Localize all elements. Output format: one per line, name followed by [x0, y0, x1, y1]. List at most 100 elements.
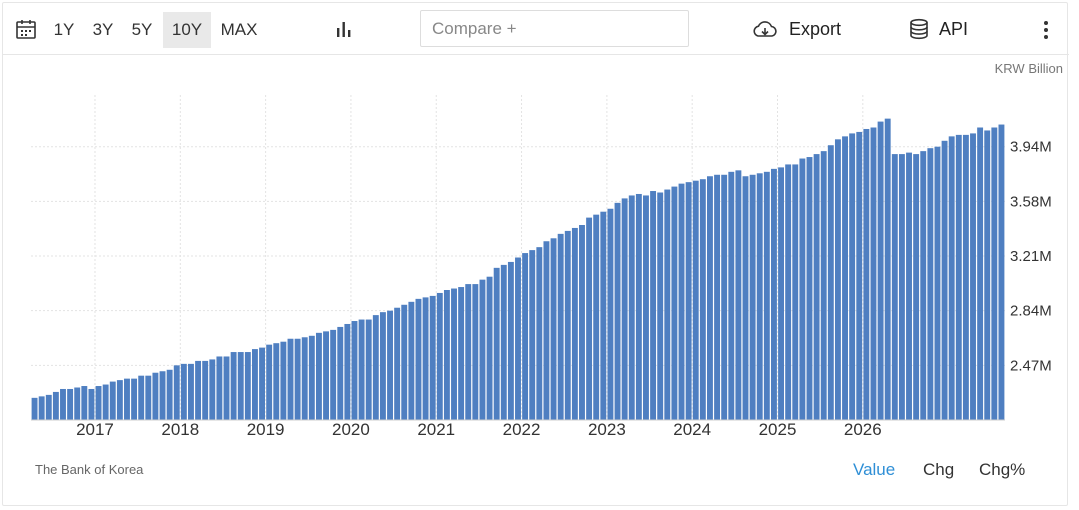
bar — [707, 176, 713, 420]
x-tick-label: 2024 — [673, 420, 711, 439]
bar — [799, 158, 806, 421]
x-tick-label: 2025 — [759, 420, 797, 439]
bar — [415, 298, 422, 420]
bar — [820, 151, 827, 421]
bar — [67, 388, 74, 420]
bar — [543, 241, 550, 420]
bar — [287, 338, 294, 420]
export-button[interactable]: Export — [789, 19, 842, 39]
bar — [884, 118, 891, 421]
y-tick-label: 3.94M — [1010, 139, 1052, 156]
compare-input[interactable]: Compare + — [420, 10, 689, 47]
unit-label: KRW Billion — [994, 61, 1063, 76]
bar — [102, 384, 109, 420]
bar — [195, 360, 202, 420]
cloud-download-icon[interactable] — [751, 19, 779, 41]
bar — [301, 337, 308, 420]
x-tick-label: 2018 — [161, 420, 199, 439]
api-button[interactable]: API — [939, 19, 969, 39]
range-max-button[interactable]: MAX — [220, 20, 258, 39]
bar — [600, 211, 607, 420]
y-tick-label: 2.47M — [1010, 357, 1052, 374]
bar — [493, 267, 500, 420]
mode-chg-button[interactable]: Chg — [923, 460, 955, 479]
bar — [436, 292, 443, 420]
bar — [159, 371, 166, 420]
bar — [955, 134, 962, 421]
bar — [166, 369, 173, 420]
mode-value-button[interactable]: Value — [853, 460, 896, 479]
x-tick-label: 2026 — [844, 420, 882, 439]
bar — [38, 396, 45, 420]
bar — [88, 388, 95, 420]
bar — [763, 171, 770, 420]
bar — [507, 261, 514, 420]
vertical-dots-icon[interactable] — [1039, 20, 1053, 40]
database-icon[interactable] — [908, 18, 930, 40]
bar — [358, 319, 365, 420]
range-3y-button[interactable]: 3Y — [92, 20, 114, 39]
bar — [934, 146, 941, 421]
chart-toolbar: 1Y 3Y 5Y 10Y MAX Compare + Export API — [3, 3, 1069, 55]
bar — [429, 295, 436, 420]
bar — [145, 375, 152, 420]
bar — [564, 230, 571, 420]
bar — [699, 179, 706, 420]
bar — [856, 131, 863, 420]
bar — [984, 130, 991, 421]
bar — [74, 387, 81, 420]
bar — [827, 145, 834, 420]
bar — [927, 148, 934, 420]
bar — [337, 326, 344, 420]
bar — [579, 225, 585, 420]
bar — [671, 186, 678, 420]
x-tick-label: 2022 — [503, 420, 541, 439]
bar — [209, 359, 216, 420]
bar — [962, 134, 969, 421]
range-10y-button[interactable]: 10Y — [163, 12, 211, 48]
bar — [280, 341, 287, 420]
bar — [60, 388, 66, 420]
bar — [515, 257, 521, 420]
bar — [842, 136, 848, 420]
bar — [621, 198, 628, 420]
bar — [692, 180, 699, 420]
bar — [941, 140, 948, 420]
bar — [877, 121, 884, 420]
bar — [593, 214, 600, 420]
bar — [95, 386, 102, 420]
bar — [458, 287, 465, 420]
bar — [394, 307, 401, 420]
bar — [443, 290, 450, 420]
chart-widget: 1Y 3Y 5Y 10Y MAX Compare + Export API — [2, 2, 1069, 506]
bar — [109, 381, 116, 420]
bar — [643, 195, 649, 420]
range-5y-button[interactable]: 5Y — [131, 20, 153, 39]
bar — [315, 332, 322, 420]
bar — [365, 319, 372, 420]
bar — [116, 380, 123, 420]
bar — [678, 183, 685, 420]
bar — [920, 151, 927, 421]
bar — [557, 233, 564, 420]
bar — [479, 279, 486, 420]
bar — [991, 127, 998, 420]
range-1y-button[interactable]: 1Y — [53, 20, 75, 39]
bar — [785, 164, 792, 420]
bar — [244, 352, 251, 420]
x-tick-label: 2019 — [247, 420, 285, 439]
bar — [472, 284, 479, 420]
bar — [202, 360, 209, 420]
bar — [330, 329, 337, 420]
calendar-icon[interactable] — [15, 18, 37, 40]
bar — [977, 127, 984, 420]
bar — [586, 217, 593, 420]
bar — [806, 157, 813, 420]
bar — [529, 250, 536, 420]
mode-chg-pct-button[interactable]: Chg% — [979, 460, 1026, 479]
x-tick-label: 2017 — [76, 420, 114, 439]
bar — [614, 202, 621, 420]
bar — [323, 331, 329, 420]
bar-chart-icon[interactable] — [333, 18, 355, 40]
bar — [152, 372, 159, 420]
